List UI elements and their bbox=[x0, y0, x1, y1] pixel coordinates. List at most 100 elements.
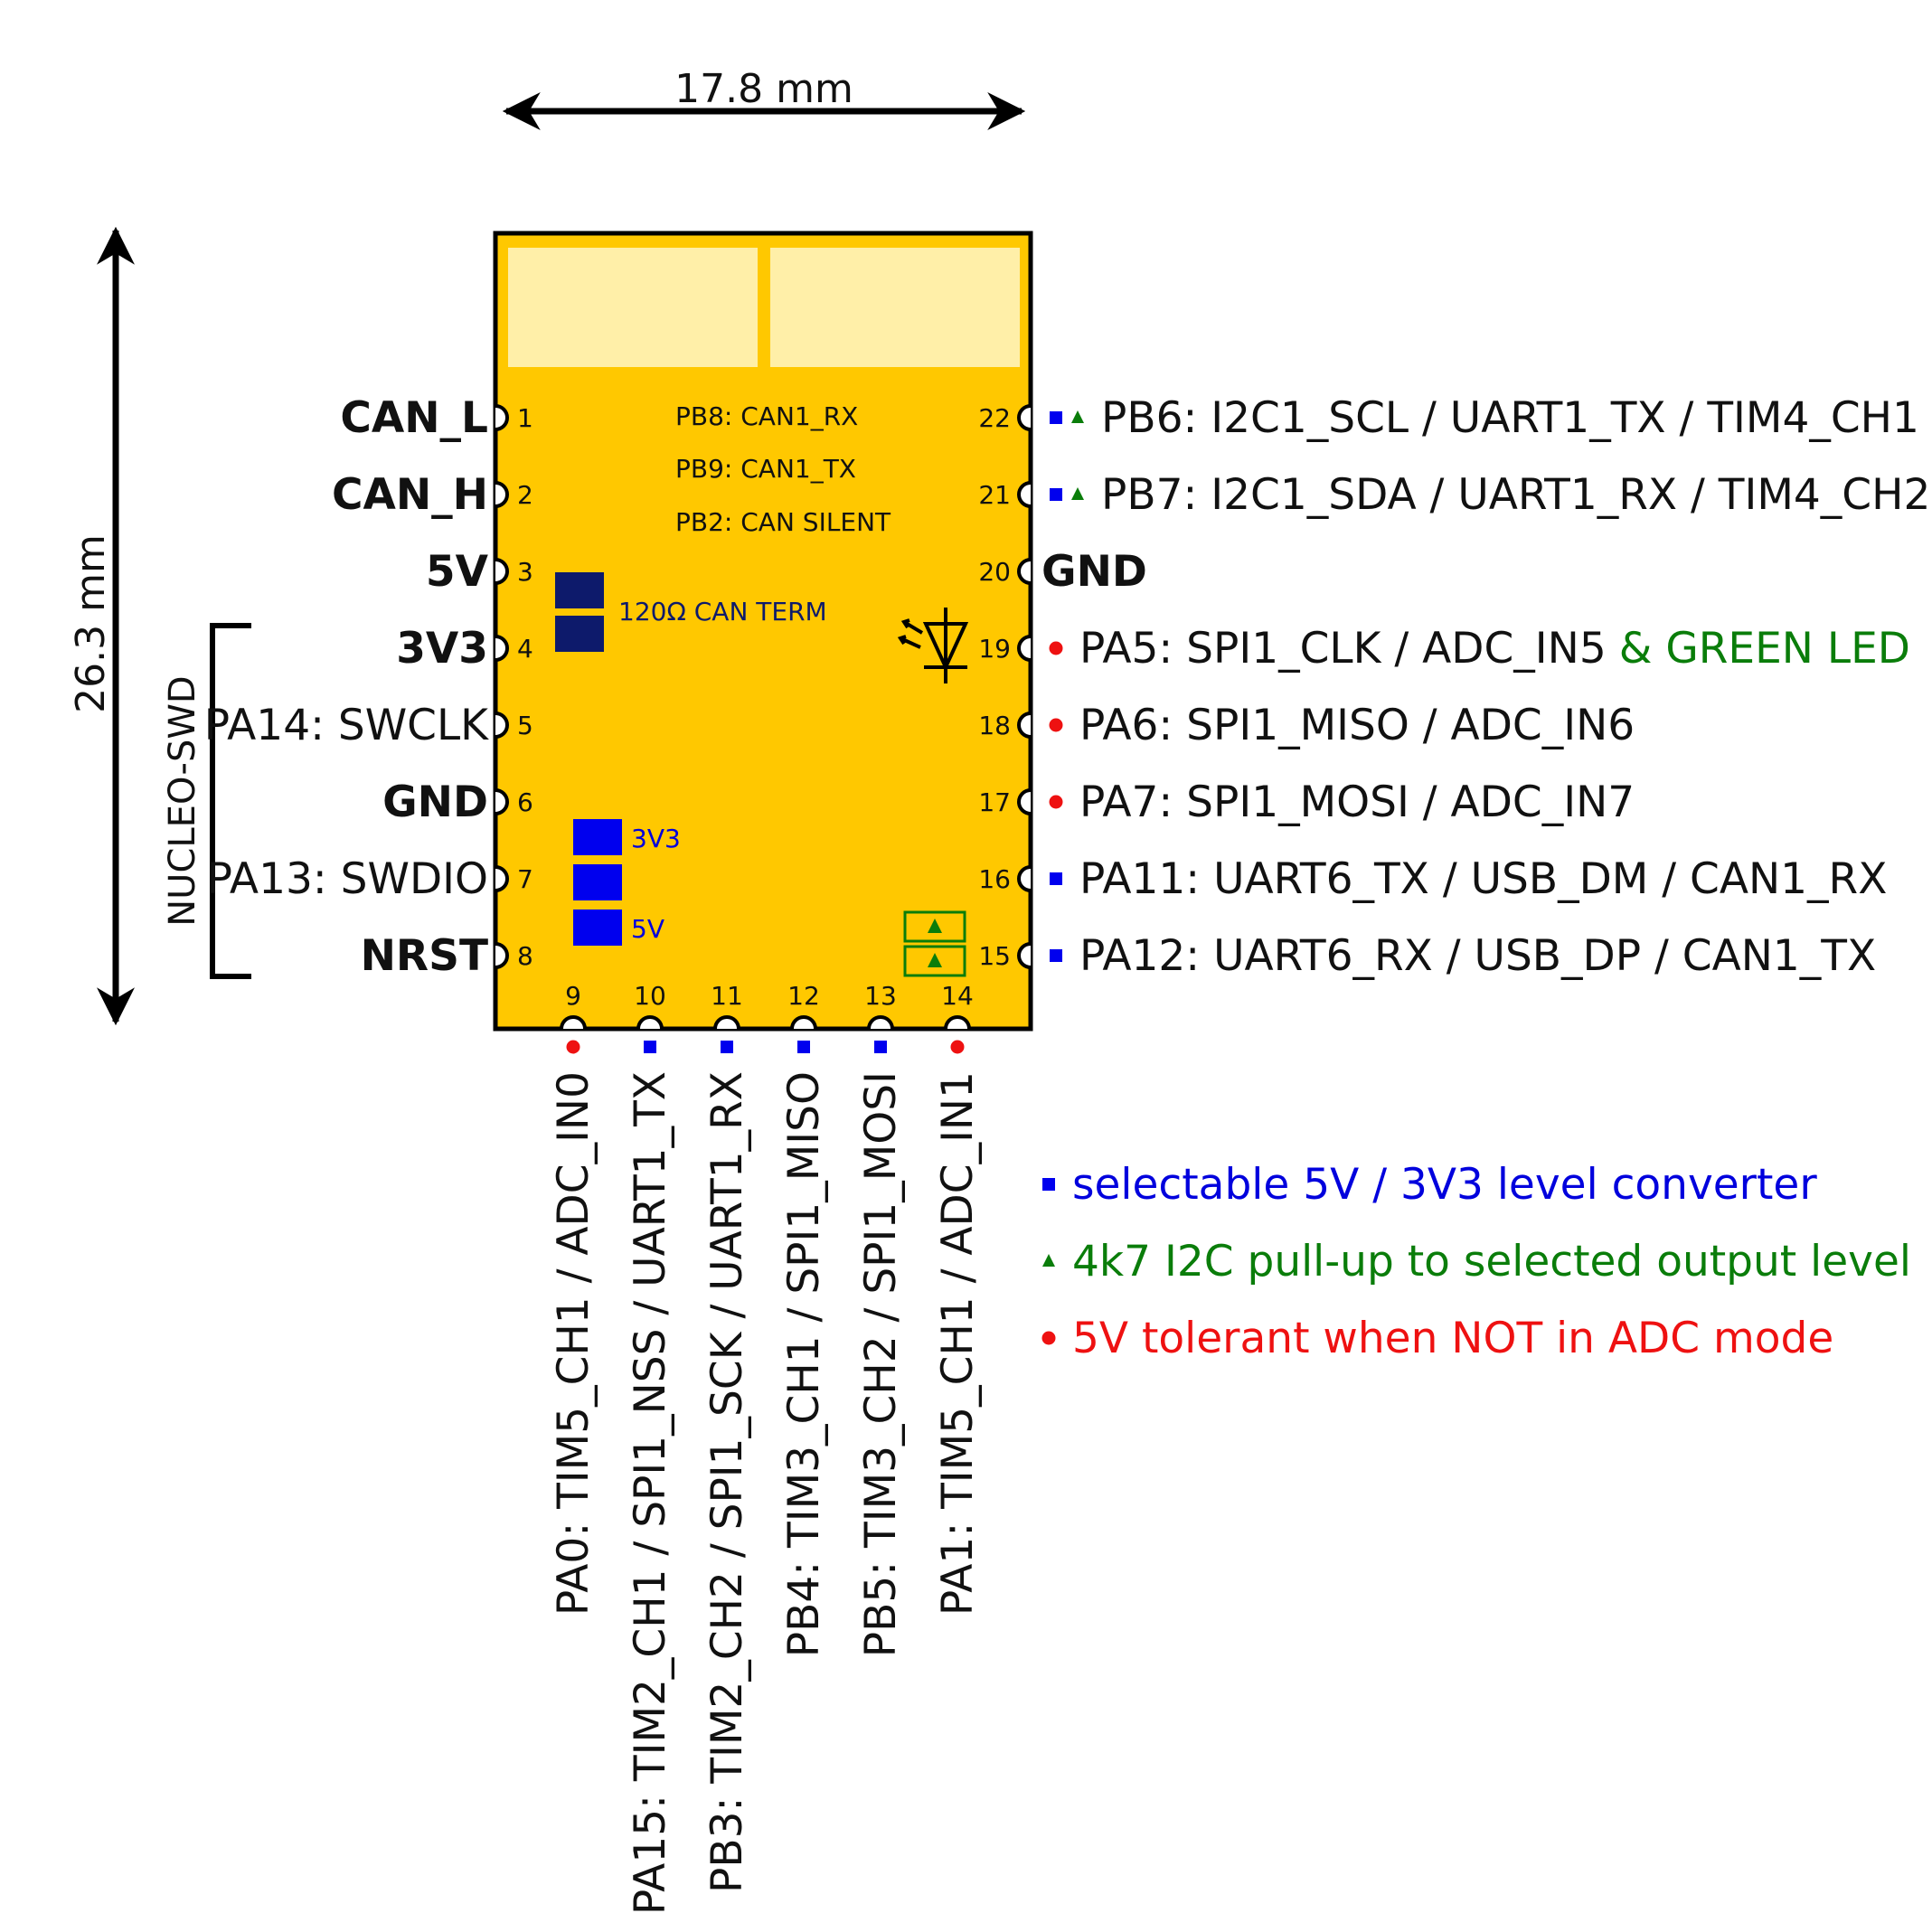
left-pin-label: GND bbox=[382, 778, 488, 827]
board: PB8: CAN1_RX PB9: CAN1_TX PB2: CAN SILEN… bbox=[493, 231, 1033, 1032]
right-pin-label: PA5: SPI1_CLK / ADC_IN5 & GREEN LED bbox=[1079, 624, 1910, 674]
board-text-pb2: PB2: CAN SILENT bbox=[675, 507, 891, 537]
pin-pad-right bbox=[1017, 558, 1032, 585]
right-pin-label: PA11: UART6_TX / USB_DM / CAN1_RX bbox=[1079, 854, 1887, 904]
bottom-pins: 9 PA0: TIM5_CH1 / ADC_IN0 10 PA15: TIM2_CH1… bbox=[549, 981, 983, 1915]
voltage-jumper-5v[interactable] bbox=[573, 909, 622, 946]
right-pin-label: PA12: UART6_RX / USB_DP / CAN1_TX bbox=[1079, 931, 1876, 981]
pin-number: 5 bbox=[517, 711, 533, 740]
right-pin-label: PB6: I2C1_SCL / UART1_TX / TIM4_CH1 bbox=[1101, 393, 1919, 443]
green-led-note: & GREEN LED bbox=[1619, 624, 1910, 674]
antenna-window-right bbox=[770, 248, 1020, 367]
pin-number: 4 bbox=[517, 634, 533, 664]
legend-square-icon bbox=[1042, 1178, 1055, 1191]
legend-text: 4k7 I2C pull-up to selected output level bbox=[1072, 1237, 1911, 1286]
pin-number: 19 bbox=[978, 634, 1011, 664]
level-converter-marker bbox=[721, 1041, 733, 1053]
pin-number: 6 bbox=[517, 787, 533, 817]
pin-pad-right bbox=[1017, 481, 1032, 508]
bottom-pin-label: PB5: TIM3_CH2 / SPI1_MOSI bbox=[856, 1071, 906, 1657]
width-dimension: 17.8 mm bbox=[502, 66, 1026, 130]
pin-pad-right bbox=[1017, 635, 1032, 662]
pin-pad-left bbox=[495, 865, 509, 892]
level-converter-marker bbox=[1050, 872, 1062, 885]
antenna-window-left bbox=[508, 248, 758, 367]
bottom-pin-label: PA15: TIM2_CH1 / SPI1_NSS / UART1_TX bbox=[626, 1071, 675, 1915]
legend-triangle-icon bbox=[1042, 1254, 1055, 1267]
level-converter-marker bbox=[1050, 488, 1062, 501]
bottom-pin-label: PA0: TIM5_CH1 / ADC_IN0 bbox=[549, 1071, 598, 1616]
right-pin-label: PA7: SPI1_MOSI / ADC_IN7 bbox=[1079, 778, 1635, 827]
pin-number: 14 bbox=[941, 981, 974, 1011]
level-converter-marker bbox=[797, 1041, 810, 1053]
pin-pad-bottom bbox=[636, 1015, 664, 1030]
jumper-3v3-label: 3V3 bbox=[631, 824, 681, 853]
legend: selectable 5V / 3V3 level converter 4k7 I… bbox=[1041, 1160, 1911, 1363]
voltage-jumper-mid[interactable] bbox=[573, 864, 622, 900]
five-volt-tolerant-marker bbox=[1049, 641, 1063, 655]
pin-pad-bottom bbox=[790, 1015, 817, 1030]
right-pin-label: PB7: I2C1_SDA / UART1_RX / TIM4_CH2 bbox=[1101, 470, 1930, 520]
five-volt-tolerant-marker bbox=[1049, 718, 1063, 732]
left-pin-label: CAN_H bbox=[332, 470, 488, 520]
left-pin-label: NRST bbox=[361, 931, 488, 981]
bottom-pin-label: PA1: TIM5_CH1 / ADC_IN1 bbox=[933, 1071, 983, 1616]
legend-text: selectable 5V / 3V3 level converter bbox=[1072, 1160, 1817, 1210]
pin-pad-bottom bbox=[560, 1015, 587, 1030]
pin-number: 17 bbox=[978, 787, 1011, 817]
height-dimension: 26.3 mm bbox=[68, 226, 135, 1026]
pin-number: 8 bbox=[517, 941, 533, 971]
bottom-pin-label: PB3: TIM2_CH2 / SPI1_SCK / UART1_RX bbox=[702, 1071, 752, 1893]
pin-number: 13 bbox=[864, 981, 897, 1011]
left-pin-label: PA14: SWCLK bbox=[204, 701, 489, 750]
pin-number: 1 bbox=[517, 403, 533, 433]
pin-pad-bottom bbox=[944, 1015, 971, 1030]
pin-number: 9 bbox=[565, 981, 581, 1011]
pin-pad-left bbox=[495, 942, 509, 969]
pin-pad-right bbox=[1017, 788, 1032, 815]
pin-pad-right bbox=[1017, 404, 1032, 431]
pin-pad-right bbox=[1017, 942, 1032, 969]
five-volt-tolerant-marker bbox=[566, 1040, 580, 1054]
pin-number: 15 bbox=[978, 941, 1011, 971]
left-pin-label: 3V3 bbox=[396, 624, 488, 674]
pin-pad-left bbox=[495, 404, 509, 431]
pin-number: 20 bbox=[978, 557, 1011, 587]
pin-pad-left bbox=[495, 712, 509, 739]
can-term-label: 120Ω CAN TERM bbox=[618, 597, 827, 627]
i2c-pullup-marker bbox=[1071, 410, 1084, 423]
voltage-jumper-3v3[interactable] bbox=[573, 819, 622, 855]
left-pins: 1 CAN_L 2 CAN_H 3 5V 4 3V3 5 PA14: SWCLK 6 GND 7 PA13… bbox=[204, 393, 533, 981]
pin-number: 22 bbox=[978, 403, 1011, 433]
pin-number: 2 bbox=[517, 480, 533, 510]
pin-pad-left bbox=[495, 635, 509, 662]
right-pins: 22 PB6: I2C1_SCL / UART1_TX / TIM4_CH1 21 P… bbox=[978, 393, 1930, 981]
pin-number: 3 bbox=[517, 557, 533, 587]
led-icon bbox=[897, 608, 969, 683]
pin-pad-left bbox=[495, 788, 509, 815]
pin-pad-left bbox=[495, 558, 509, 585]
level-converter-marker bbox=[1050, 949, 1062, 962]
five-volt-tolerant-marker bbox=[1049, 795, 1063, 809]
pin-number: 18 bbox=[978, 711, 1011, 740]
width-label: 17.8 mm bbox=[674, 66, 853, 112]
right-pin-label: GND bbox=[1041, 547, 1147, 597]
level-converter-marker bbox=[874, 1041, 887, 1053]
legend-text: 5V tolerant when NOT in ADC mode bbox=[1072, 1314, 1833, 1363]
left-pin-label: CAN_L bbox=[340, 393, 488, 443]
can-term-jumper-bottom[interactable] bbox=[555, 616, 604, 652]
board-text-pb8: PB8: CAN1_RX bbox=[675, 401, 858, 431]
left-pin-label: 5V bbox=[426, 547, 489, 597]
pin-number: 21 bbox=[978, 480, 1011, 510]
swd-label: NUCLEO-SWD bbox=[162, 675, 203, 926]
jumper-5v-label: 5V bbox=[631, 914, 664, 944]
i2c-pullup-jumper[interactable] bbox=[903, 910, 966, 977]
level-converter-marker bbox=[644, 1041, 656, 1053]
can-term-jumper-top[interactable] bbox=[555, 572, 604, 608]
pin-pad-right bbox=[1017, 865, 1032, 892]
level-converter-marker bbox=[1050, 411, 1062, 424]
pin-pad-right bbox=[1017, 712, 1032, 739]
pin-number: 7 bbox=[517, 864, 533, 894]
legend-circle-icon bbox=[1041, 1331, 1056, 1345]
